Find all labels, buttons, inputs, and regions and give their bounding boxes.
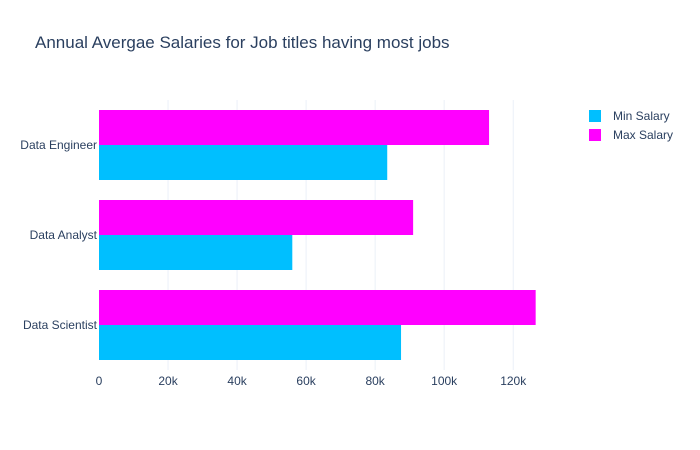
chart-title: Annual Avergae Salaries for Job titles h… xyxy=(35,33,450,52)
x-tick-label: 0 xyxy=(96,374,103,388)
legend: Min Salary Max Salary xyxy=(589,106,673,144)
bar-max-salary[interactable] xyxy=(99,200,414,235)
y-axis-labels: Data Scientist Data Analyst Data Engineer xyxy=(20,138,97,332)
legend-swatch xyxy=(589,128,601,141)
legend-item-min-salary[interactable]: Min Salary xyxy=(589,106,673,125)
bars xyxy=(99,110,536,360)
x-tick-label: 120k xyxy=(500,374,527,388)
bar-min-salary[interactable] xyxy=(99,235,293,270)
bar-min-salary[interactable] xyxy=(99,145,388,180)
bar-min-salary[interactable] xyxy=(99,325,402,360)
x-tick-label: 60k xyxy=(296,374,316,388)
x-tick-label: 100k xyxy=(431,374,458,388)
y-tick-label: Data Engineer xyxy=(20,138,97,152)
bar-max-salary[interactable] xyxy=(99,290,536,325)
legend-label: Min Salary xyxy=(613,108,670,123)
legend-label: Max Salary xyxy=(613,127,674,142)
x-tick-label: 20k xyxy=(158,374,178,388)
y-tick-label: Data Scientist xyxy=(23,318,98,332)
x-tick-label: 80k xyxy=(365,374,385,388)
bar-max-salary[interactable] xyxy=(99,110,490,145)
legend-swatch xyxy=(589,109,601,122)
x-tick-label: 40k xyxy=(227,374,247,388)
x-axis-labels: 0 20k 40k 60k 80k 100k 120k xyxy=(96,374,528,388)
legend-item-max-salary[interactable]: Max Salary xyxy=(589,125,673,144)
y-tick-label: Data Analyst xyxy=(30,228,98,242)
